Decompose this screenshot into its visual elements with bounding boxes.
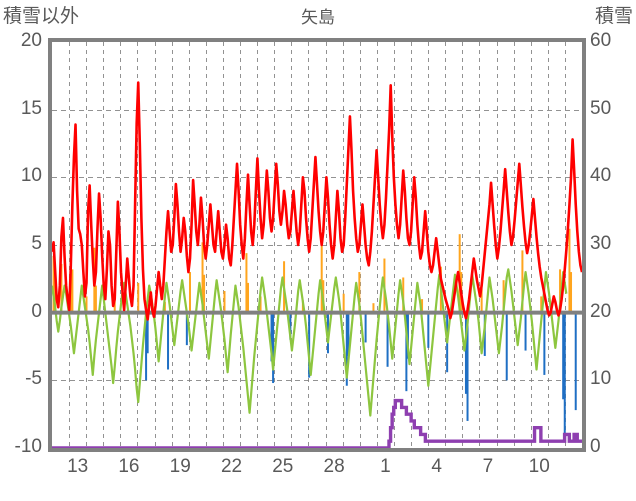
plot-area — [48, 38, 586, 452]
y2-tick-40: 40 — [590, 165, 612, 187]
plot-inner — [52, 42, 582, 448]
x-tick-7: 7 — [482, 456, 494, 477]
y-tick-15: 15 — [20, 97, 42, 119]
y2-tick-0: 0 — [590, 436, 601, 457]
x-tick-16: 16 — [118, 456, 140, 477]
chart-title: 矢島 — [301, 8, 335, 27]
y2-tick-50: 50 — [590, 97, 612, 119]
y2-tick-60: 60 — [590, 30, 612, 51]
right-axis-title: 積雪 — [594, 6, 633, 27]
x-tick-13: 13 — [67, 456, 89, 477]
x-tick-19: 19 — [169, 456, 191, 477]
y2-tick-30: 30 — [590, 233, 612, 254]
y-tick-0: 0 — [31, 300, 42, 322]
x-tick-10: 10 — [528, 456, 550, 477]
y2-tick-10: 10 — [590, 368, 612, 390]
x-tick-4: 4 — [431, 456, 442, 477]
y-tick-10: 10 — [20, 165, 42, 187]
y2-tick-20: 20 — [590, 300, 612, 322]
left-axis-title: 積雪以外 — [3, 6, 80, 27]
y-tick-5: 5 — [31, 233, 42, 254]
x-tick-22: 22 — [220, 456, 243, 477]
y-tick-20: 20 — [20, 30, 42, 51]
x-tick-28: 28 — [323, 456, 345, 477]
y-tick--5: -5 — [25, 368, 42, 390]
y-tick--10: -10 — [14, 436, 42, 457]
x-tick-25: 25 — [272, 456, 294, 477]
x-tick-1: 1 — [380, 456, 391, 477]
